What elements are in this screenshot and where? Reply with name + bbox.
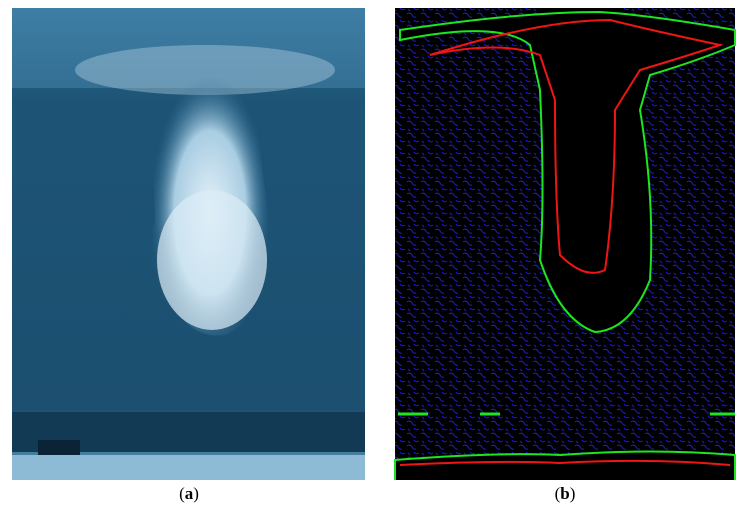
panel-b-caption: (b) — [554, 484, 576, 503]
panel-b-image — [394, 8, 736, 480]
panel-a-image — [12, 8, 365, 480]
panels — [12, 8, 736, 480]
panel-a-caption: (a) — [179, 484, 199, 503]
